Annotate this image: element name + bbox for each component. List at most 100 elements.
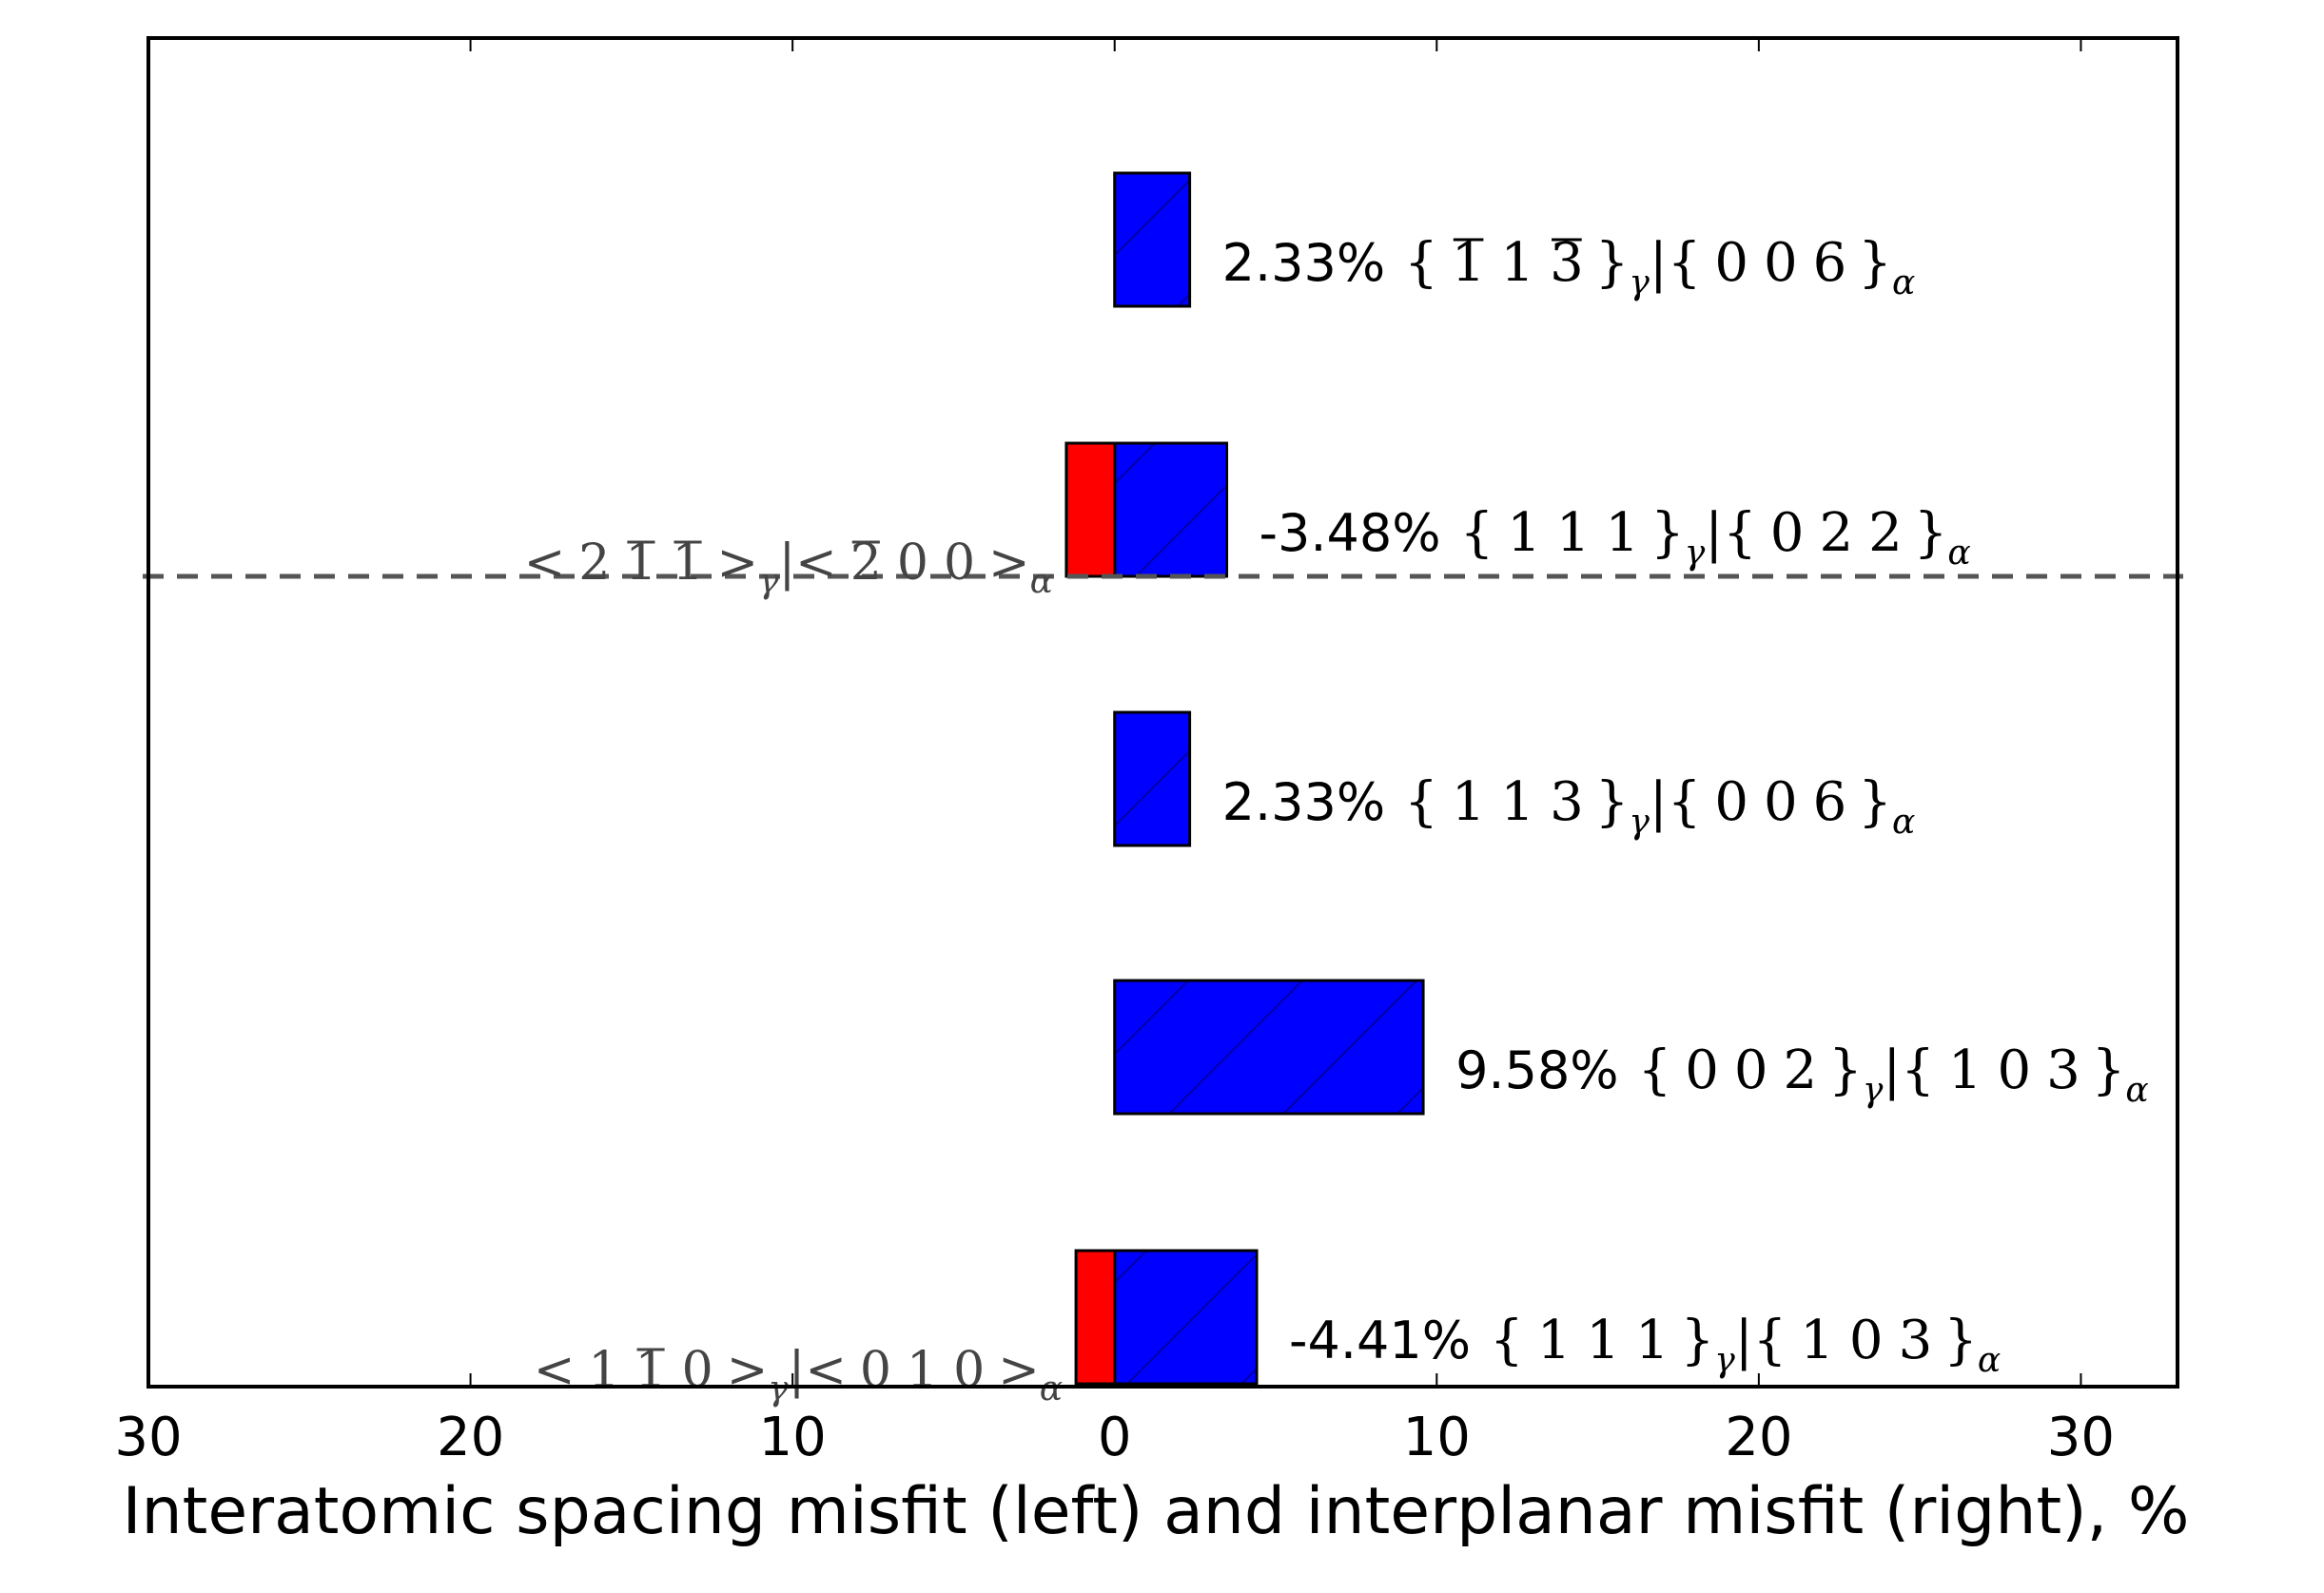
miller-index: 2	[578, 534, 610, 592]
alpha-subscript: α	[1040, 1370, 1063, 1408]
brace: }	[1650, 502, 1685, 564]
miller-index: 3	[1899, 1310, 1933, 1371]
plot-frame	[146, 36, 2179, 1389]
miller-index: 0	[1685, 1039, 1719, 1101]
interplanar-bar-hatch	[1114, 173, 1190, 306]
interplanar-bar-hatch	[1114, 712, 1190, 845]
miller-index: 0	[1849, 1310, 1884, 1371]
interplanar-bar-hatch	[1114, 443, 1227, 576]
x-tick-label: 0	[1098, 1407, 1132, 1468]
interplanar-label: 9.58%{0 0 2}γ|{1 0 3}α	[1455, 1039, 2149, 1110]
miller-index: 6	[1813, 771, 1847, 833]
brace: {	[1668, 771, 1702, 833]
gamma-subscript: γ	[1629, 263, 1650, 302]
gamma-subscript: γ	[1685, 534, 1706, 573]
ticks-layer: 30 20 10 0 10 20 30	[114, 38, 2115, 1468]
brace: {	[1490, 1310, 1524, 1371]
bars-layer	[143, 171, 2183, 1386]
miller-index: 1	[1507, 502, 1541, 564]
x-axis-label: Interatomic spacing misfit (left) and in…	[123, 1474, 2190, 1549]
brace: {	[1668, 232, 1702, 294]
brace: }	[1943, 1310, 1978, 1371]
miller-index: 0	[953, 1342, 985, 1399]
overbar-index: 1	[625, 534, 656, 592]
angle-bracket: >	[988, 534, 1030, 592]
brace: {	[1753, 1310, 1787, 1371]
interatomic-bar	[1064, 441, 1117, 578]
x-tick-label: 30	[2047, 1407, 2115, 1468]
angle-bracket: <	[534, 1342, 576, 1399]
angle-bracket: <	[805, 1342, 847, 1399]
misfit-value: 2.33%	[1222, 772, 1386, 832]
interplanar-label: 2.33%{1 1 3}γ|{0 0 6}α	[1222, 771, 1916, 842]
gamma-subscript: γ	[1629, 803, 1650, 842]
alpha-subscript: α	[1947, 534, 1970, 573]
miller-index: 0	[897, 534, 928, 592]
misfit-value: -4.41%	[1289, 1311, 1471, 1370]
brace: {	[1638, 1039, 1672, 1101]
gamma-subscript: γ	[758, 562, 779, 601]
angle-bracket: >	[727, 1342, 769, 1399]
angle-bracket: >	[998, 1342, 1040, 1399]
interplanar-label: -4.41%{1 1 1}γ|{1 0 3}α	[1289, 1310, 2001, 1380]
miller-index: 1	[1500, 771, 1534, 833]
gamma-subscript: γ	[768, 1370, 789, 1408]
alpha-subscript: α	[1978, 1341, 2001, 1380]
miller-index: 0	[1770, 502, 1805, 564]
brace: {	[1460, 502, 1494, 564]
alpha-subscript: α	[1030, 562, 1053, 601]
miller-index: 0	[1764, 771, 1798, 833]
interplanar-bar-hatch	[1114, 1251, 1258, 1384]
brace: }	[1595, 771, 1630, 833]
brace: }	[1858, 232, 1892, 294]
miller-index: 1	[1605, 502, 1639, 564]
angle-bracket: <	[795, 534, 837, 592]
angle-bracket: <	[524, 534, 566, 592]
miller-index: 0	[944, 534, 975, 592]
brace: {	[1404, 232, 1438, 294]
miller-index: 1	[1452, 771, 1486, 833]
overbar-index: 1	[672, 534, 703, 592]
miller-index: 0	[1714, 232, 1748, 294]
interplanar-label: 2.33%{1 1 3}γ|{0 0 6}α	[1222, 232, 1916, 302]
overbar-index: 1	[635, 1342, 667, 1399]
brace: {	[1404, 771, 1438, 833]
miller-index: 3	[1550, 771, 1584, 833]
x-tick-label: 20	[437, 1407, 504, 1468]
miller-index: 1	[1948, 1039, 1982, 1101]
miller-index: 0	[860, 1342, 891, 1399]
interplanar-label: -3.48%{1 1 1}γ|{0 2 2}α	[1260, 502, 1971, 573]
gamma-subscript: γ	[1714, 1341, 1735, 1380]
miller-index: 1	[907, 1342, 938, 1399]
brace: }	[1828, 1039, 1863, 1101]
brace: }	[2092, 1039, 2126, 1101]
brace: {	[1901, 1039, 1935, 1101]
gamma-subscript: γ	[1863, 1071, 1884, 1110]
labels-layer: 2.33%{1 1 3}γ|{0 0 6}α-3.48%{1 1 1}γ|{0 2 2}α< 2 1…	[524, 232, 2149, 1408]
x-tick-label: 30	[114, 1407, 182, 1468]
miller-index: 2	[1819, 502, 1853, 564]
misfit-value: 9.58%	[1455, 1040, 1619, 1100]
interplanar-bar-hatch	[1114, 981, 1424, 1114]
interatomic-label: <2 1 1 >γ|< 2 0 0 >α	[524, 534, 1053, 601]
miller-index: 1	[1537, 1310, 1572, 1371]
separator: |	[789, 1342, 806, 1399]
separator: |	[1735, 1310, 1753, 1371]
miller-index: 1	[1556, 502, 1591, 564]
separator: |	[1650, 771, 1668, 833]
miller-index: 1	[1800, 1310, 1834, 1371]
overbar-index: 2	[850, 534, 882, 592]
miller-index: 3	[2046, 1039, 2080, 1101]
brace: }	[1681, 1310, 1715, 1371]
brace: }	[1858, 771, 1892, 833]
x-tick-label: 10	[759, 1407, 827, 1468]
alpha-subscript: α	[2125, 1071, 2148, 1110]
miller-index: 1	[1586, 1310, 1620, 1371]
separator: |	[1883, 1039, 1901, 1101]
miller-index: 1	[1635, 1310, 1670, 1371]
miller-index: 0	[1764, 232, 1798, 294]
interatomic-label: <1 1 0 >γ|< 0 1 0 >α	[534, 1342, 1063, 1408]
separator: |	[1650, 232, 1668, 294]
brace: {	[1723, 502, 1757, 564]
